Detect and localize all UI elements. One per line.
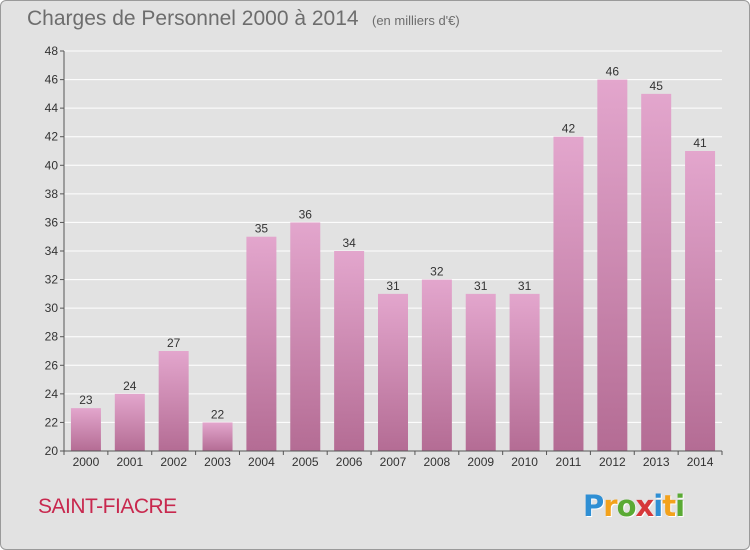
y-tick-label: 20 — [45, 444, 59, 458]
data-label: 34 — [342, 236, 356, 250]
data-label: 31 — [474, 279, 488, 293]
logo-letter: P — [583, 489, 604, 523]
bars — [70, 79, 716, 452]
logo-letter: x — [635, 489, 655, 523]
y-tick-label: 48 — [45, 44, 59, 58]
y-tick-label: 36 — [45, 215, 59, 229]
x-tick-label: 2004 — [248, 455, 275, 469]
data-label: 46 — [606, 65, 620, 79]
y-tick-label: 24 — [45, 387, 59, 401]
data-label: 27 — [167, 336, 181, 350]
data-label: 41 — [693, 136, 707, 150]
bar — [641, 93, 672, 451]
bar — [334, 251, 365, 451]
data-label: 35 — [255, 222, 269, 236]
y-tick-label: 28 — [45, 330, 59, 344]
y-tick-label: 46 — [45, 73, 59, 87]
x-tick-label: 2000 — [73, 455, 100, 469]
logo-letter: i — [675, 489, 685, 523]
bar — [246, 236, 277, 451]
bar — [685, 151, 716, 451]
data-label: 36 — [299, 207, 313, 221]
logo-letter: o — [616, 489, 637, 523]
x-tick-label: 2002 — [160, 455, 187, 469]
bar — [597, 79, 628, 452]
labels: 20 22 24 26 28 30 32 34 36 38 40 42 44 46 48 23 2000 24 20… — [45, 44, 714, 469]
data-label: 45 — [650, 79, 664, 93]
bar — [70, 408, 101, 451]
bar — [509, 293, 540, 451]
y-tick-label: 42 — [45, 130, 59, 144]
logo-letter: t — [662, 489, 676, 523]
proxiti-logo: Proxiti — [583, 489, 685, 523]
logo-letter: r — [603, 489, 617, 523]
y-tick-label: 44 — [45, 101, 59, 115]
chart-subtitle: (en milliers d'€) — [372, 13, 460, 28]
x-tick-label: 2011 — [556, 455, 582, 469]
data-label: 23 — [79, 393, 93, 407]
y-tick-label: 22 — [45, 415, 59, 429]
bar — [158, 351, 189, 451]
x-tick-label: 2001 — [116, 455, 143, 469]
x-tick-label: 2005 — [292, 455, 319, 469]
bar — [290, 222, 321, 451]
x-tick-label: 2012 — [599, 455, 626, 469]
y-tick-label: 32 — [45, 273, 59, 287]
bar — [421, 279, 452, 451]
x-tick-label: 2008 — [424, 455, 451, 469]
bar — [202, 422, 233, 451]
x-tick-label: 2003 — [204, 455, 231, 469]
y-tick-label: 30 — [45, 301, 59, 315]
data-label: 31 — [386, 279, 400, 293]
bar — [378, 293, 408, 451]
bar — [465, 293, 496, 451]
chart-title: Charges de Personnel 2000 à 2014 — [27, 7, 359, 30]
y-tick-label: 38 — [45, 187, 59, 201]
bar — [114, 393, 145, 451]
y-tick-label: 26 — [45, 358, 59, 372]
x-tick-label: 2014 — [687, 455, 714, 469]
x-tick-label: 2013 — [643, 455, 670, 469]
x-tick-label: 2009 — [467, 455, 494, 469]
data-label: 31 — [518, 279, 532, 293]
data-label: 32 — [430, 265, 444, 279]
data-label: 24 — [123, 379, 137, 393]
x-tick-label: 2007 — [380, 455, 407, 469]
x-tick-label: 2006 — [336, 455, 363, 469]
commune-name: SAINT-FIACRE — [38, 495, 177, 518]
axes — [60, 50, 723, 455]
x-tick-label: 2010 — [511, 455, 538, 469]
y-tick-label: 40 — [45, 158, 59, 172]
data-label: 42 — [562, 122, 576, 136]
bar — [553, 136, 584, 451]
data-label: 22 — [211, 407, 225, 421]
logo-letter: i — [653, 489, 663, 523]
y-tick-label: 34 — [45, 244, 59, 258]
